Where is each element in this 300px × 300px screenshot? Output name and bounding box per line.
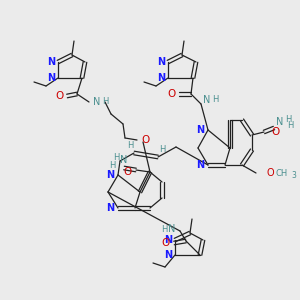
Text: CH: CH <box>276 169 288 178</box>
Text: N: N <box>164 250 172 260</box>
Text: 3: 3 <box>292 170 296 179</box>
Text: O: O <box>123 167 131 177</box>
Text: H: H <box>285 116 291 124</box>
Text: N: N <box>106 203 114 213</box>
Text: N: N <box>196 160 204 170</box>
Text: O: O <box>141 135 149 145</box>
Text: O: O <box>266 168 274 178</box>
Text: H: H <box>127 140 133 149</box>
Text: N: N <box>106 170 114 180</box>
Text: N: N <box>168 224 176 234</box>
Text: H: H <box>109 161 115 170</box>
Text: N: N <box>47 73 55 83</box>
Text: H: H <box>212 95 218 104</box>
Text: O: O <box>162 238 170 248</box>
Text: O: O <box>272 127 280 137</box>
Text: H: H <box>161 224 167 233</box>
Text: N: N <box>93 97 101 107</box>
Text: H: H <box>159 145 165 154</box>
Text: H: H <box>113 154 119 163</box>
Text: O: O <box>55 91 63 101</box>
Text: N: N <box>157 57 165 67</box>
Text: H: H <box>102 98 108 106</box>
Text: O: O <box>167 89 175 99</box>
Text: H: H <box>287 122 293 130</box>
Text: N: N <box>196 125 204 135</box>
Text: N: N <box>276 117 284 127</box>
Text: N: N <box>47 57 55 67</box>
Text: N: N <box>157 73 165 83</box>
Text: N: N <box>164 235 172 245</box>
Text: N: N <box>203 95 211 105</box>
Text: N: N <box>120 155 128 165</box>
